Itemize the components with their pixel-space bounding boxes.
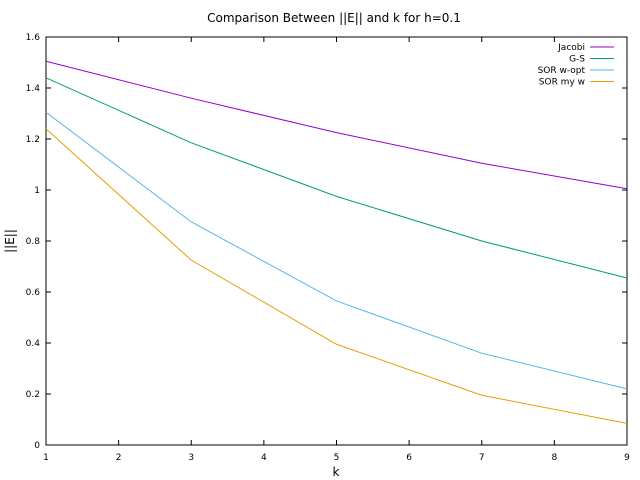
legend-label: SOR w-opt (538, 66, 586, 76)
y-tick-label: 1.6 (26, 33, 41, 43)
plot-area: 1 2 3 4 5 6 7 8 9 0 0.2 0.4 0.6 0.8 1 1.2 1.4 1.6 (26, 33, 630, 463)
x-tick-label: 1 (43, 453, 49, 463)
x-tick-label: 3 (188, 453, 194, 463)
y-tick-label: 1 (34, 186, 40, 196)
y-tick-label: 0 (34, 441, 40, 451)
legend-label: G-S (569, 55, 585, 65)
plot-frame (45, 36, 628, 446)
series-line-g-s (45, 77, 628, 279)
x-axis-label: k (333, 465, 340, 479)
x-tick-label: 9 (624, 453, 630, 463)
series-line-sor-w-opt (45, 111, 628, 390)
y-tick-label: 0.4 (26, 339, 41, 349)
x-tick-label: 6 (406, 453, 412, 463)
legend-label: SOR my w (539, 78, 585, 88)
y-tick-label: 1.4 (26, 84, 41, 94)
x-tick-label: 2 (116, 453, 122, 463)
series-line-sor-my-w (45, 128, 628, 424)
chart-title: Comparison Between ||E|| and k for h=0.1 (207, 11, 461, 25)
y-tick-label: 0.6 (26, 288, 41, 298)
x-tick-label: 4 (261, 453, 267, 463)
series-line-jacobi (45, 60, 628, 190)
x-tick-label: 8 (552, 453, 558, 463)
y-tick-label: 1.2 (26, 135, 40, 145)
y-axis-label: ||E|| (3, 229, 17, 253)
y-tick-label: 0.2 (26, 390, 40, 400)
x-tick-label: 5 (334, 453, 340, 463)
legend-label: Jacobi (557, 43, 585, 53)
y-tick-label: 0.8 (26, 237, 41, 247)
x-tick-label: 7 (479, 453, 485, 463)
